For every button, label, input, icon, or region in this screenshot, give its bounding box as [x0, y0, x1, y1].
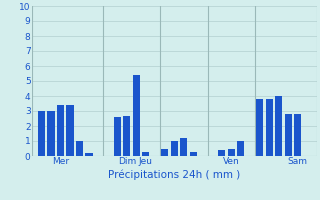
Bar — [256, 99, 263, 156]
Bar — [171, 141, 178, 156]
Bar — [142, 152, 149, 156]
Bar — [275, 96, 282, 156]
Bar — [285, 114, 292, 156]
Bar — [114, 117, 121, 156]
Bar — [76, 141, 83, 156]
Bar — [266, 99, 273, 156]
Bar — [218, 150, 225, 156]
Bar — [124, 116, 131, 156]
Bar — [57, 105, 64, 156]
Bar — [237, 141, 244, 156]
Bar — [228, 148, 235, 156]
Bar — [67, 105, 74, 156]
Bar — [161, 148, 168, 156]
Bar — [294, 114, 301, 156]
Bar — [133, 75, 140, 156]
Bar — [180, 138, 188, 156]
Bar — [47, 111, 54, 156]
Bar — [85, 153, 92, 156]
X-axis label: Précipitations 24h ( mm ): Précipitations 24h ( mm ) — [108, 169, 241, 180]
Bar — [38, 111, 45, 156]
Bar — [190, 152, 197, 156]
